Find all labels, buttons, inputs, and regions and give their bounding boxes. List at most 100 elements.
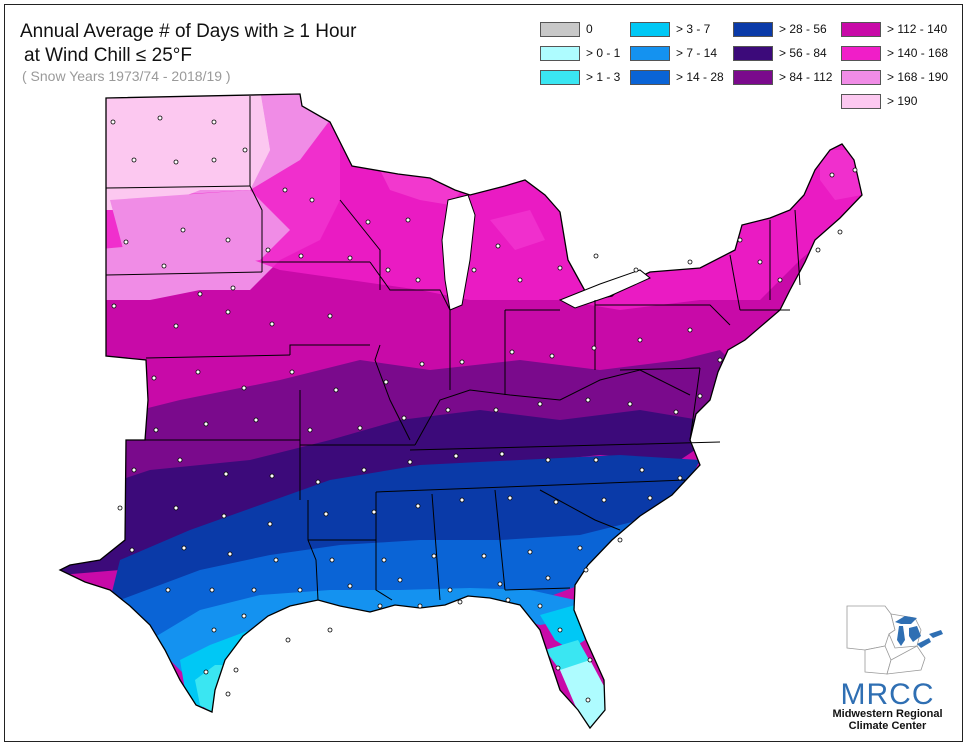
legend-label: > 56 - 84 [779, 46, 827, 60]
station-dot [307, 427, 313, 433]
map-title: Annual Average # of Days with ≥ 1 Hour a… [20, 20, 356, 68]
station-dot [509, 349, 515, 355]
station-dot [627, 401, 633, 407]
station-dot [203, 669, 209, 675]
station-dot [593, 457, 599, 463]
station-dot [241, 385, 247, 391]
station-dot [557, 627, 563, 633]
legend-swatch [733, 21, 773, 37]
station-dot [211, 119, 217, 125]
station-dot [507, 495, 513, 501]
station-dot [471, 267, 477, 273]
station-dot [505, 597, 511, 603]
station-dot [233, 667, 239, 673]
station-dot [251, 587, 257, 593]
station-dot [267, 521, 273, 527]
station-dot [227, 551, 233, 557]
station-dot [445, 407, 451, 413]
station-dot [459, 497, 465, 503]
station-dot [315, 479, 321, 485]
legend-item: > 190 [841, 92, 917, 110]
station-dot [225, 691, 231, 697]
station-dot [195, 369, 201, 375]
station-dot [829, 172, 835, 178]
station-dot [211, 157, 217, 163]
station-dot [265, 247, 271, 253]
legend-label: > 112 - 140 [887, 22, 948, 36]
legend-label: > 3 - 7 [676, 22, 711, 36]
station-dot [383, 379, 389, 385]
station-dot [327, 313, 333, 319]
station-dot [587, 657, 593, 663]
station-dot [269, 321, 275, 327]
legend-item: > 56 - 84 [733, 44, 827, 62]
station-dot [405, 217, 411, 223]
station-dot [357, 425, 363, 431]
legend-swatch [841, 93, 881, 109]
station-dot [777, 277, 783, 283]
station-dot [553, 499, 559, 505]
zone-over-190-b [90, 94, 270, 210]
station-dot [371, 509, 377, 515]
legend-label: > 84 - 112 [779, 70, 833, 84]
station-dot [852, 167, 858, 173]
station-dot [298, 253, 304, 259]
station-dot [181, 545, 187, 551]
station-dot [497, 581, 503, 587]
station-dot [269, 473, 275, 479]
station-dot [151, 375, 157, 381]
legend-item: > 140 - 168 [841, 44, 948, 62]
legend-swatch [841, 69, 881, 85]
station-dot [757, 259, 763, 265]
station-dot [549, 353, 555, 359]
station-dot [203, 421, 209, 427]
station-dot [333, 387, 339, 393]
station-dot [495, 243, 501, 249]
station-dot [397, 577, 403, 583]
station-dot [131, 157, 137, 163]
zone-56-84 [60, 410, 710, 575]
station-dot [585, 397, 591, 403]
legend-swatch [841, 21, 881, 37]
legend-label: > 140 - 168 [887, 46, 949, 60]
station-dot [401, 415, 407, 421]
legend-label: > 0 - 1 [586, 46, 621, 60]
station-dot [447, 587, 453, 593]
station-dot [545, 457, 551, 463]
legend-label: > 7 - 14 [676, 46, 718, 60]
station-dot [415, 277, 421, 283]
station-dot [717, 357, 723, 363]
station-dot [173, 505, 179, 511]
station-dot [365, 219, 371, 225]
station-dot [111, 303, 117, 309]
legend-label: 0 [586, 22, 593, 36]
station-dot [499, 451, 505, 457]
station-dot [297, 587, 303, 593]
legend-swatch [540, 45, 580, 61]
station-dot [282, 187, 288, 193]
station-dot [223, 471, 229, 477]
zone-3-7-fl [540, 605, 585, 650]
station-dot [633, 267, 639, 273]
station-dot [647, 495, 653, 501]
station-dot [381, 557, 387, 563]
legend: 0 > 0 - 1 > 1 - 3 > 3 - 7 > 7 - 14 > 14 … [540, 20, 948, 120]
station-dot [601, 497, 607, 503]
station-dot [697, 393, 703, 399]
station-dot [673, 409, 679, 415]
station-dot [453, 453, 459, 459]
station-dot [493, 407, 499, 413]
station-dot [165, 587, 171, 593]
logo-line-1: Midwestern Regional [832, 708, 943, 720]
station-dot [157, 115, 163, 121]
station-dot [555, 665, 561, 671]
station-dot [377, 603, 383, 609]
station-dot [323, 511, 329, 517]
station-dot [517, 277, 523, 283]
station-dot [837, 229, 843, 235]
station-dot [253, 417, 259, 423]
legend-item: > 1 - 3 [540, 68, 620, 86]
legend-swatch [540, 69, 580, 85]
station-dot [230, 285, 236, 291]
station-dot [417, 603, 423, 609]
